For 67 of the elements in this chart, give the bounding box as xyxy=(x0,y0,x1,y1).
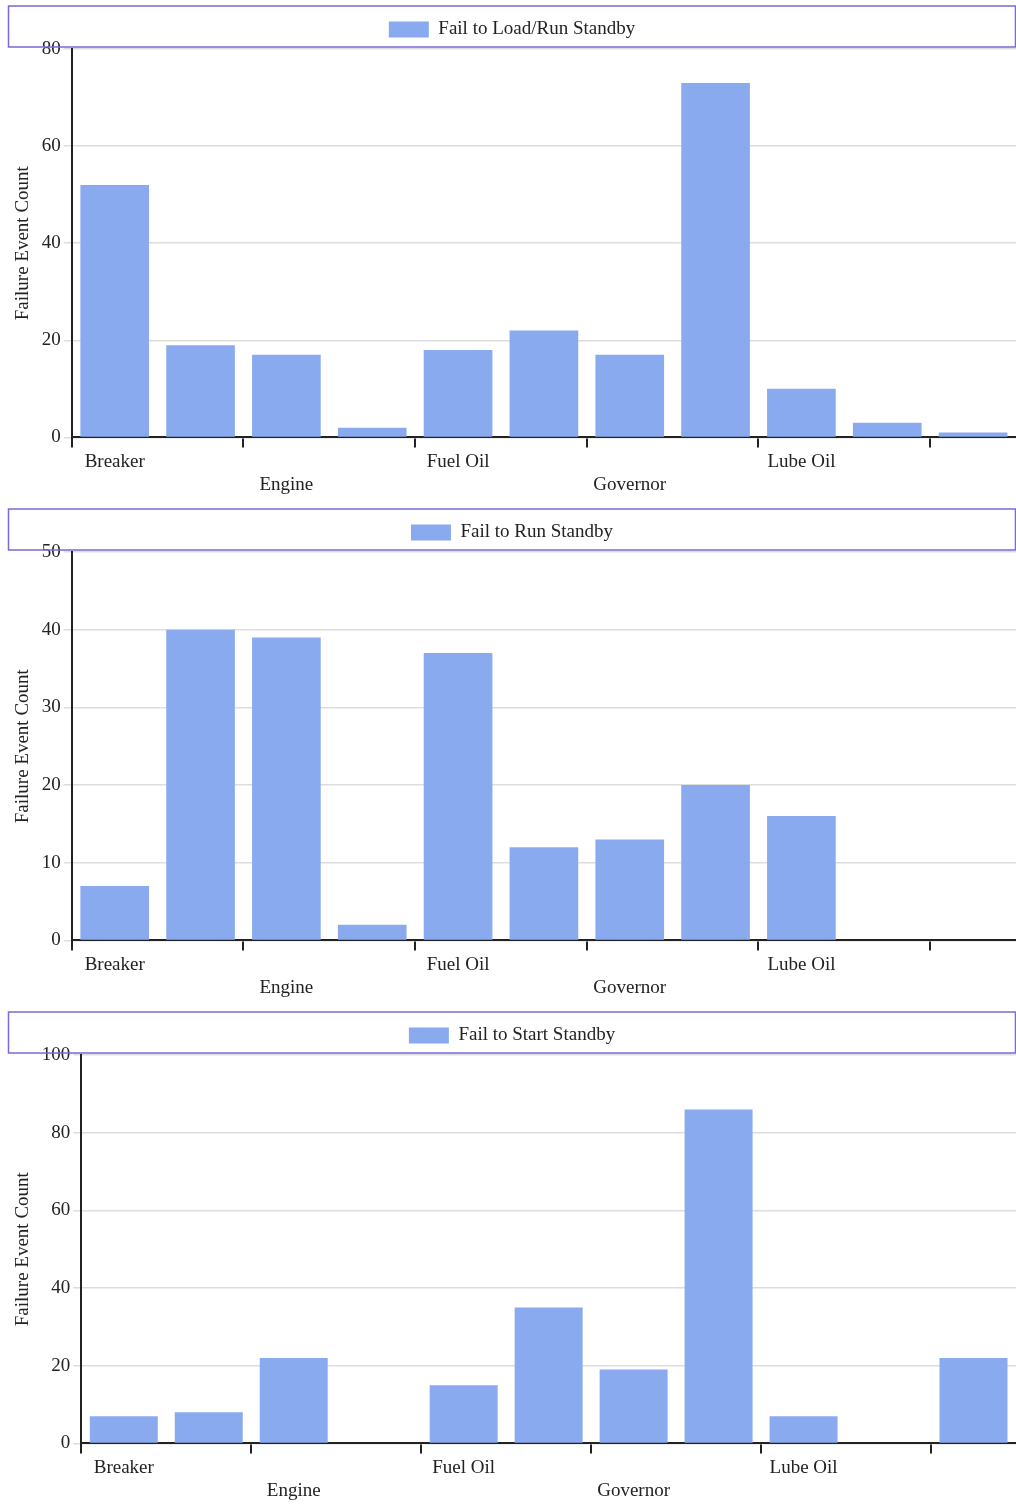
bar xyxy=(166,629,235,940)
bar xyxy=(259,1357,328,1443)
y-tick-label: 20 xyxy=(41,328,61,350)
y-tick-label: 40 xyxy=(41,231,61,253)
y-tick-label: 20 xyxy=(51,1353,71,1375)
y-tick-label: 0 xyxy=(51,425,61,447)
y-tick-label: 40 xyxy=(51,1276,71,1298)
y-tick-label: 60 xyxy=(41,134,61,156)
y-axis-title: Failure Event Count xyxy=(11,1171,33,1327)
y-tick-label: 10 xyxy=(41,850,61,872)
bar xyxy=(174,1412,243,1443)
x-tick-label: Fuel Oil xyxy=(426,449,490,471)
bar xyxy=(337,924,407,940)
x-tick-label: Engine xyxy=(259,472,314,494)
bar xyxy=(767,388,836,437)
legend-label: Fail to Run Standby xyxy=(460,520,614,542)
y-axis-title: Failure Event Count xyxy=(11,165,33,321)
x-tick-label: Lube Oil xyxy=(767,952,836,974)
x-tick-label: Fuel Oil xyxy=(426,952,490,974)
y-tick-label: 0 xyxy=(60,1431,71,1453)
x-tick-label: Governor xyxy=(593,975,667,997)
bar xyxy=(429,1385,498,1443)
bar xyxy=(684,1109,753,1443)
y-tick-label: 0 xyxy=(51,928,61,950)
x-tick-label: Governor xyxy=(597,1478,671,1500)
y-tick-label: 100 xyxy=(41,1042,71,1064)
bar xyxy=(595,839,665,940)
x-tick-label: Engine xyxy=(266,1478,321,1500)
y-tick-label: 80 xyxy=(51,1120,71,1142)
y-axis-title: Failure Event Count xyxy=(11,668,33,824)
bar xyxy=(89,1416,158,1443)
bar xyxy=(252,354,321,437)
bar xyxy=(252,637,321,940)
bar xyxy=(514,1307,583,1443)
bar xyxy=(599,1369,668,1443)
x-tick-label: Breaker xyxy=(84,449,146,471)
bar xyxy=(509,330,579,437)
y-tick-label: 20 xyxy=(41,773,61,795)
y-tick-label: 60 xyxy=(51,1198,71,1220)
bar xyxy=(681,785,750,940)
x-tick-label: Lube Oil xyxy=(769,1455,838,1477)
bar xyxy=(166,345,235,437)
y-tick-label: 40 xyxy=(41,617,61,639)
bar xyxy=(852,422,922,437)
bar xyxy=(423,350,493,437)
x-tick-label: Lube Oil xyxy=(767,449,836,471)
bar xyxy=(767,816,836,940)
x-tick-label: Governor xyxy=(593,472,667,494)
y-tick-label: 50 xyxy=(41,539,61,561)
bar xyxy=(595,354,665,437)
bar xyxy=(423,652,493,940)
bar xyxy=(80,184,150,437)
legend-label: Fail to Load/Run Standby xyxy=(438,17,636,39)
x-tick-label: Breaker xyxy=(84,952,146,974)
bar xyxy=(509,847,579,940)
bar xyxy=(938,432,1008,437)
bar xyxy=(337,427,407,437)
bar xyxy=(769,1416,838,1443)
x-tick-label: Engine xyxy=(259,975,314,997)
x-tick-label: Breaker xyxy=(93,1455,155,1477)
bar xyxy=(681,82,750,437)
bar xyxy=(939,1357,1008,1443)
legend-label: Fail to Start Standby xyxy=(458,1023,616,1045)
x-tick-label: Fuel Oil xyxy=(432,1455,496,1477)
bar xyxy=(80,886,150,940)
y-tick-label: 80 xyxy=(41,36,61,58)
y-tick-label: 30 xyxy=(41,695,61,717)
